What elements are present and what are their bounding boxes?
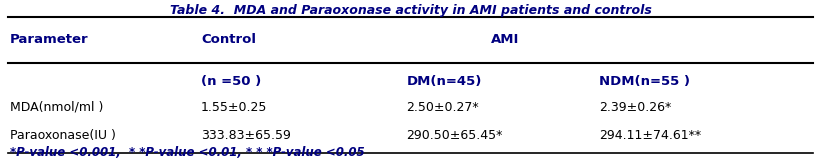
Text: Control: Control	[201, 33, 256, 46]
Text: Parameter: Parameter	[10, 33, 89, 46]
Text: 333.83±65.59: 333.83±65.59	[201, 129, 291, 142]
Text: (n =50 ): (n =50 )	[201, 75, 261, 89]
Text: 2.39±0.26*: 2.39±0.26*	[599, 101, 672, 114]
Text: DM(n=45): DM(n=45)	[406, 75, 482, 89]
Text: 2.50±0.27*: 2.50±0.27*	[406, 101, 479, 114]
Text: Table 4.  MDA and Paraoxonase activity in AMI patients and controls: Table 4. MDA and Paraoxonase activity in…	[170, 4, 651, 17]
Text: 294.11±74.61**: 294.11±74.61**	[599, 129, 701, 142]
Text: 290.50±65.45*: 290.50±65.45*	[406, 129, 502, 142]
Text: 1.55±0.25: 1.55±0.25	[201, 101, 268, 114]
Text: Paraoxonase(IU ): Paraoxonase(IU )	[10, 129, 116, 142]
Text: MDA(nmol/ml ): MDA(nmol/ml )	[10, 101, 103, 114]
Text: AMI: AMI	[491, 33, 519, 46]
Text: *P-value <0.001,  * *P-value <0.01, * * *P-value <0.05: *P-value <0.001, * *P-value <0.01, * * *…	[10, 146, 365, 159]
Text: NDM(n=55 ): NDM(n=55 )	[599, 75, 690, 89]
